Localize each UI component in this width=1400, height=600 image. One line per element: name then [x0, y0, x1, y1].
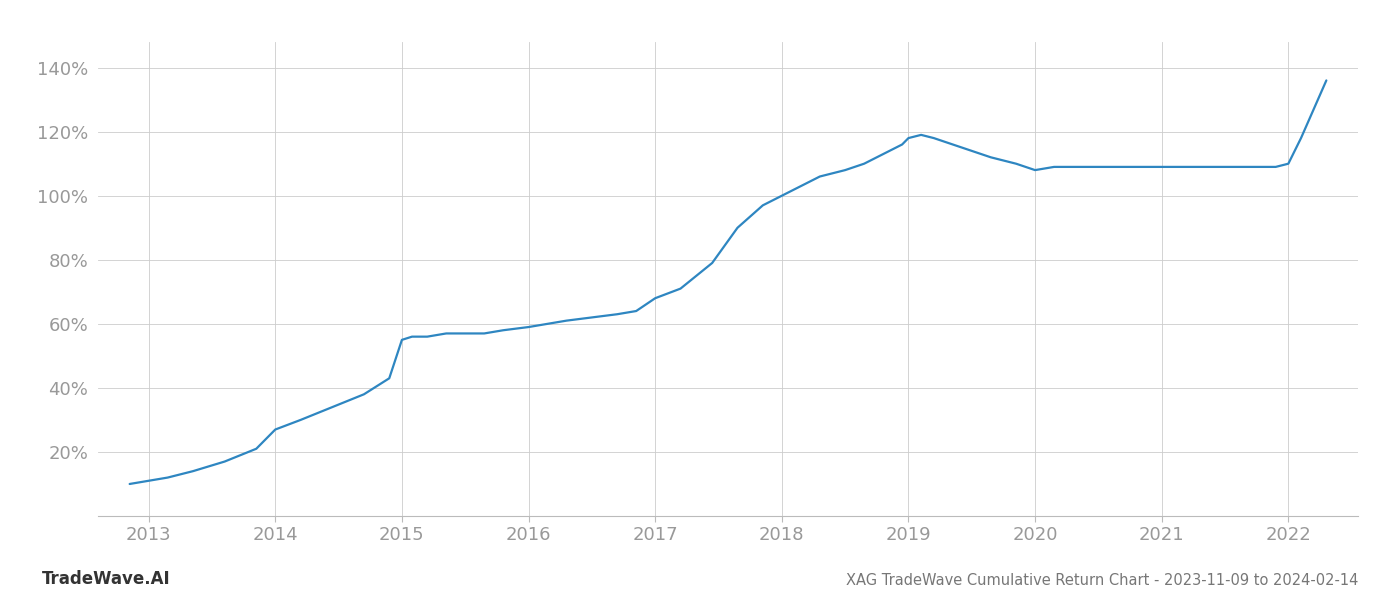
Text: TradeWave.AI: TradeWave.AI: [42, 570, 171, 588]
Text: XAG TradeWave Cumulative Return Chart - 2023-11-09 to 2024-02-14: XAG TradeWave Cumulative Return Chart - …: [846, 573, 1358, 588]
